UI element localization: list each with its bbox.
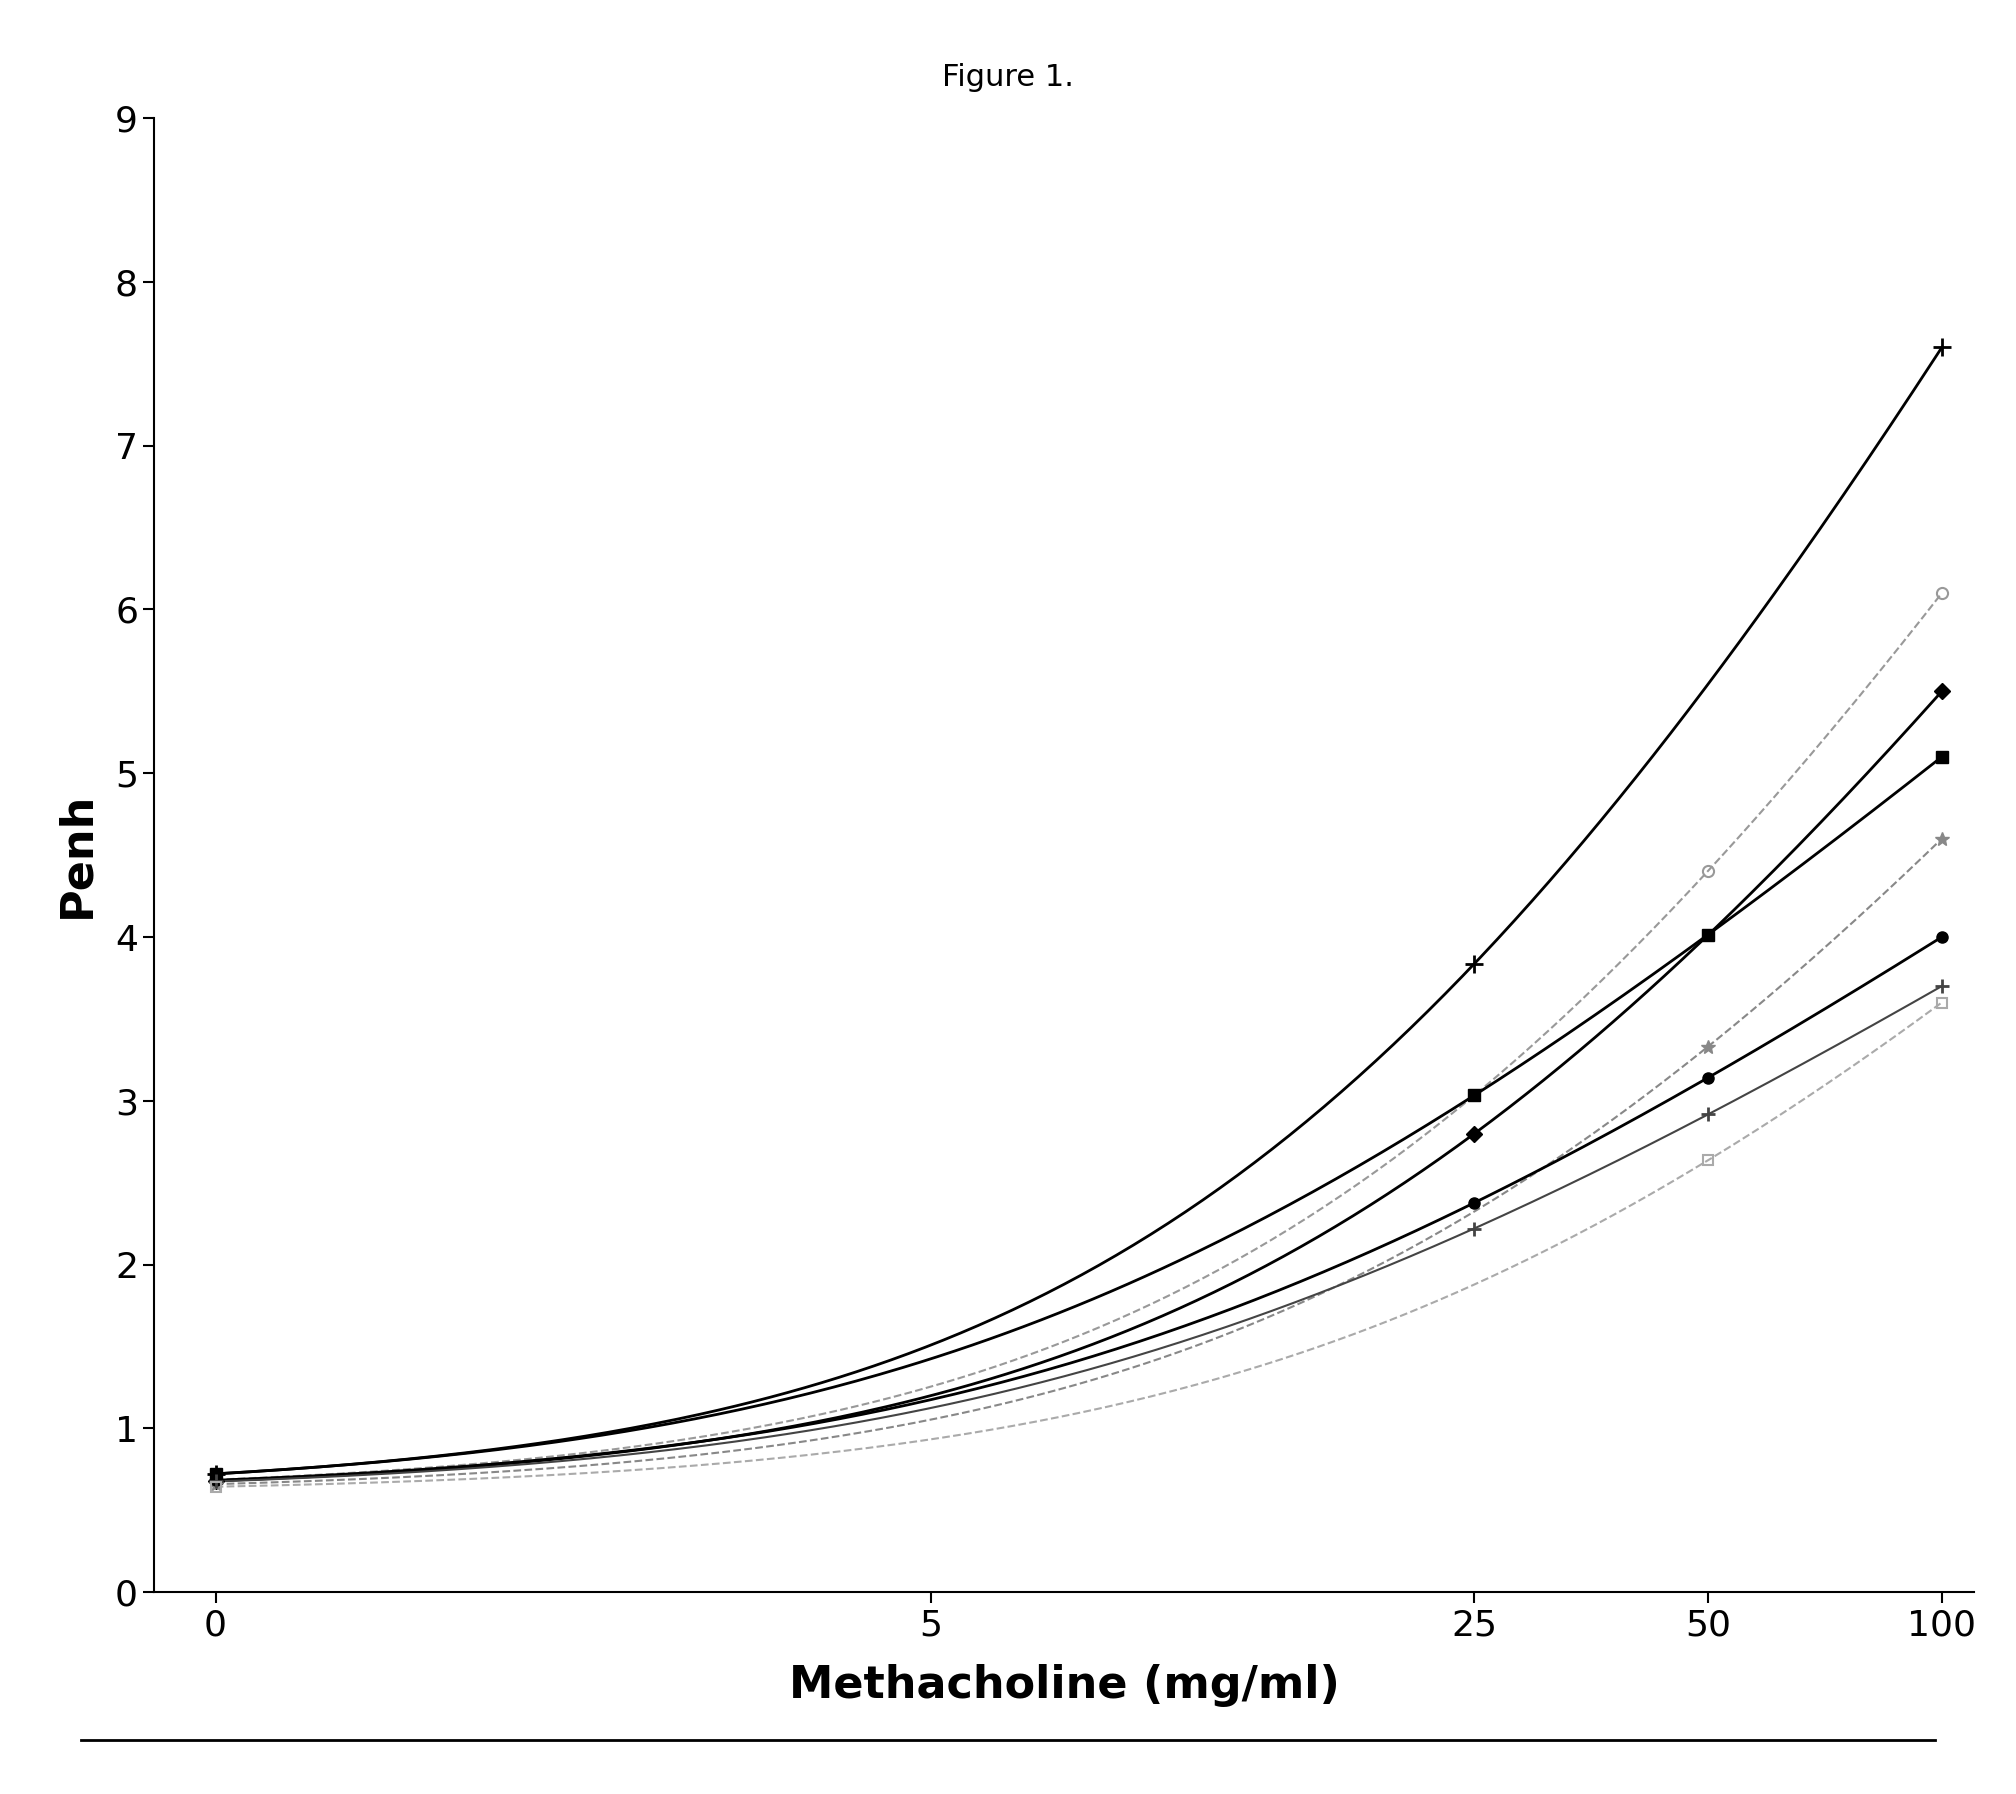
X-axis label: Methacholine (mg/ml): Methacholine (mg/ml) bbox=[788, 1665, 1339, 1708]
Y-axis label: Penh: Penh bbox=[54, 791, 99, 919]
Text: Figure 1.: Figure 1. bbox=[941, 63, 1075, 91]
